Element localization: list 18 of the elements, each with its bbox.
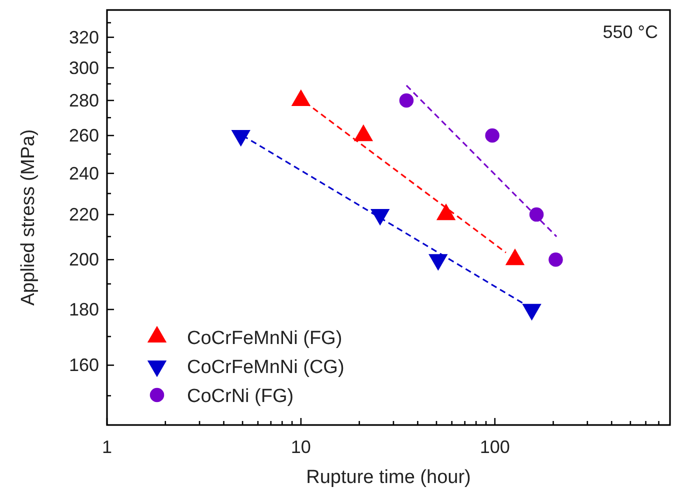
y-tick-label: 300	[68, 58, 99, 78]
y-tick-label: 320	[68, 27, 99, 48]
y-tick-label: 220	[68, 204, 99, 225]
y-axis-title: Applied stress (MPa)	[18, 129, 39, 306]
y-tick-label: 260	[68, 126, 99, 146]
x-tick-label: 100	[480, 437, 510, 457]
y-tick-label: 240	[68, 163, 99, 184]
legend-label: CoCrNi (FG)	[187, 386, 294, 407]
x-tick-label: 1	[102, 437, 112, 457]
annotation: 550 °C	[602, 22, 658, 42]
legend-label: CoCrFeMnNi (FG)	[187, 328, 342, 349]
x-tick-label: 10	[290, 437, 311, 457]
y-tick-label: 280	[68, 90, 99, 110]
y-tick-label: 160	[68, 355, 99, 376]
y-tick-label: 180	[68, 299, 99, 320]
y-tick-label: 200	[68, 250, 99, 270]
legend-label: CoCrFeMnNi (CG)	[187, 357, 344, 378]
x-axis-title: Rupture time (hour)	[306, 467, 471, 488]
